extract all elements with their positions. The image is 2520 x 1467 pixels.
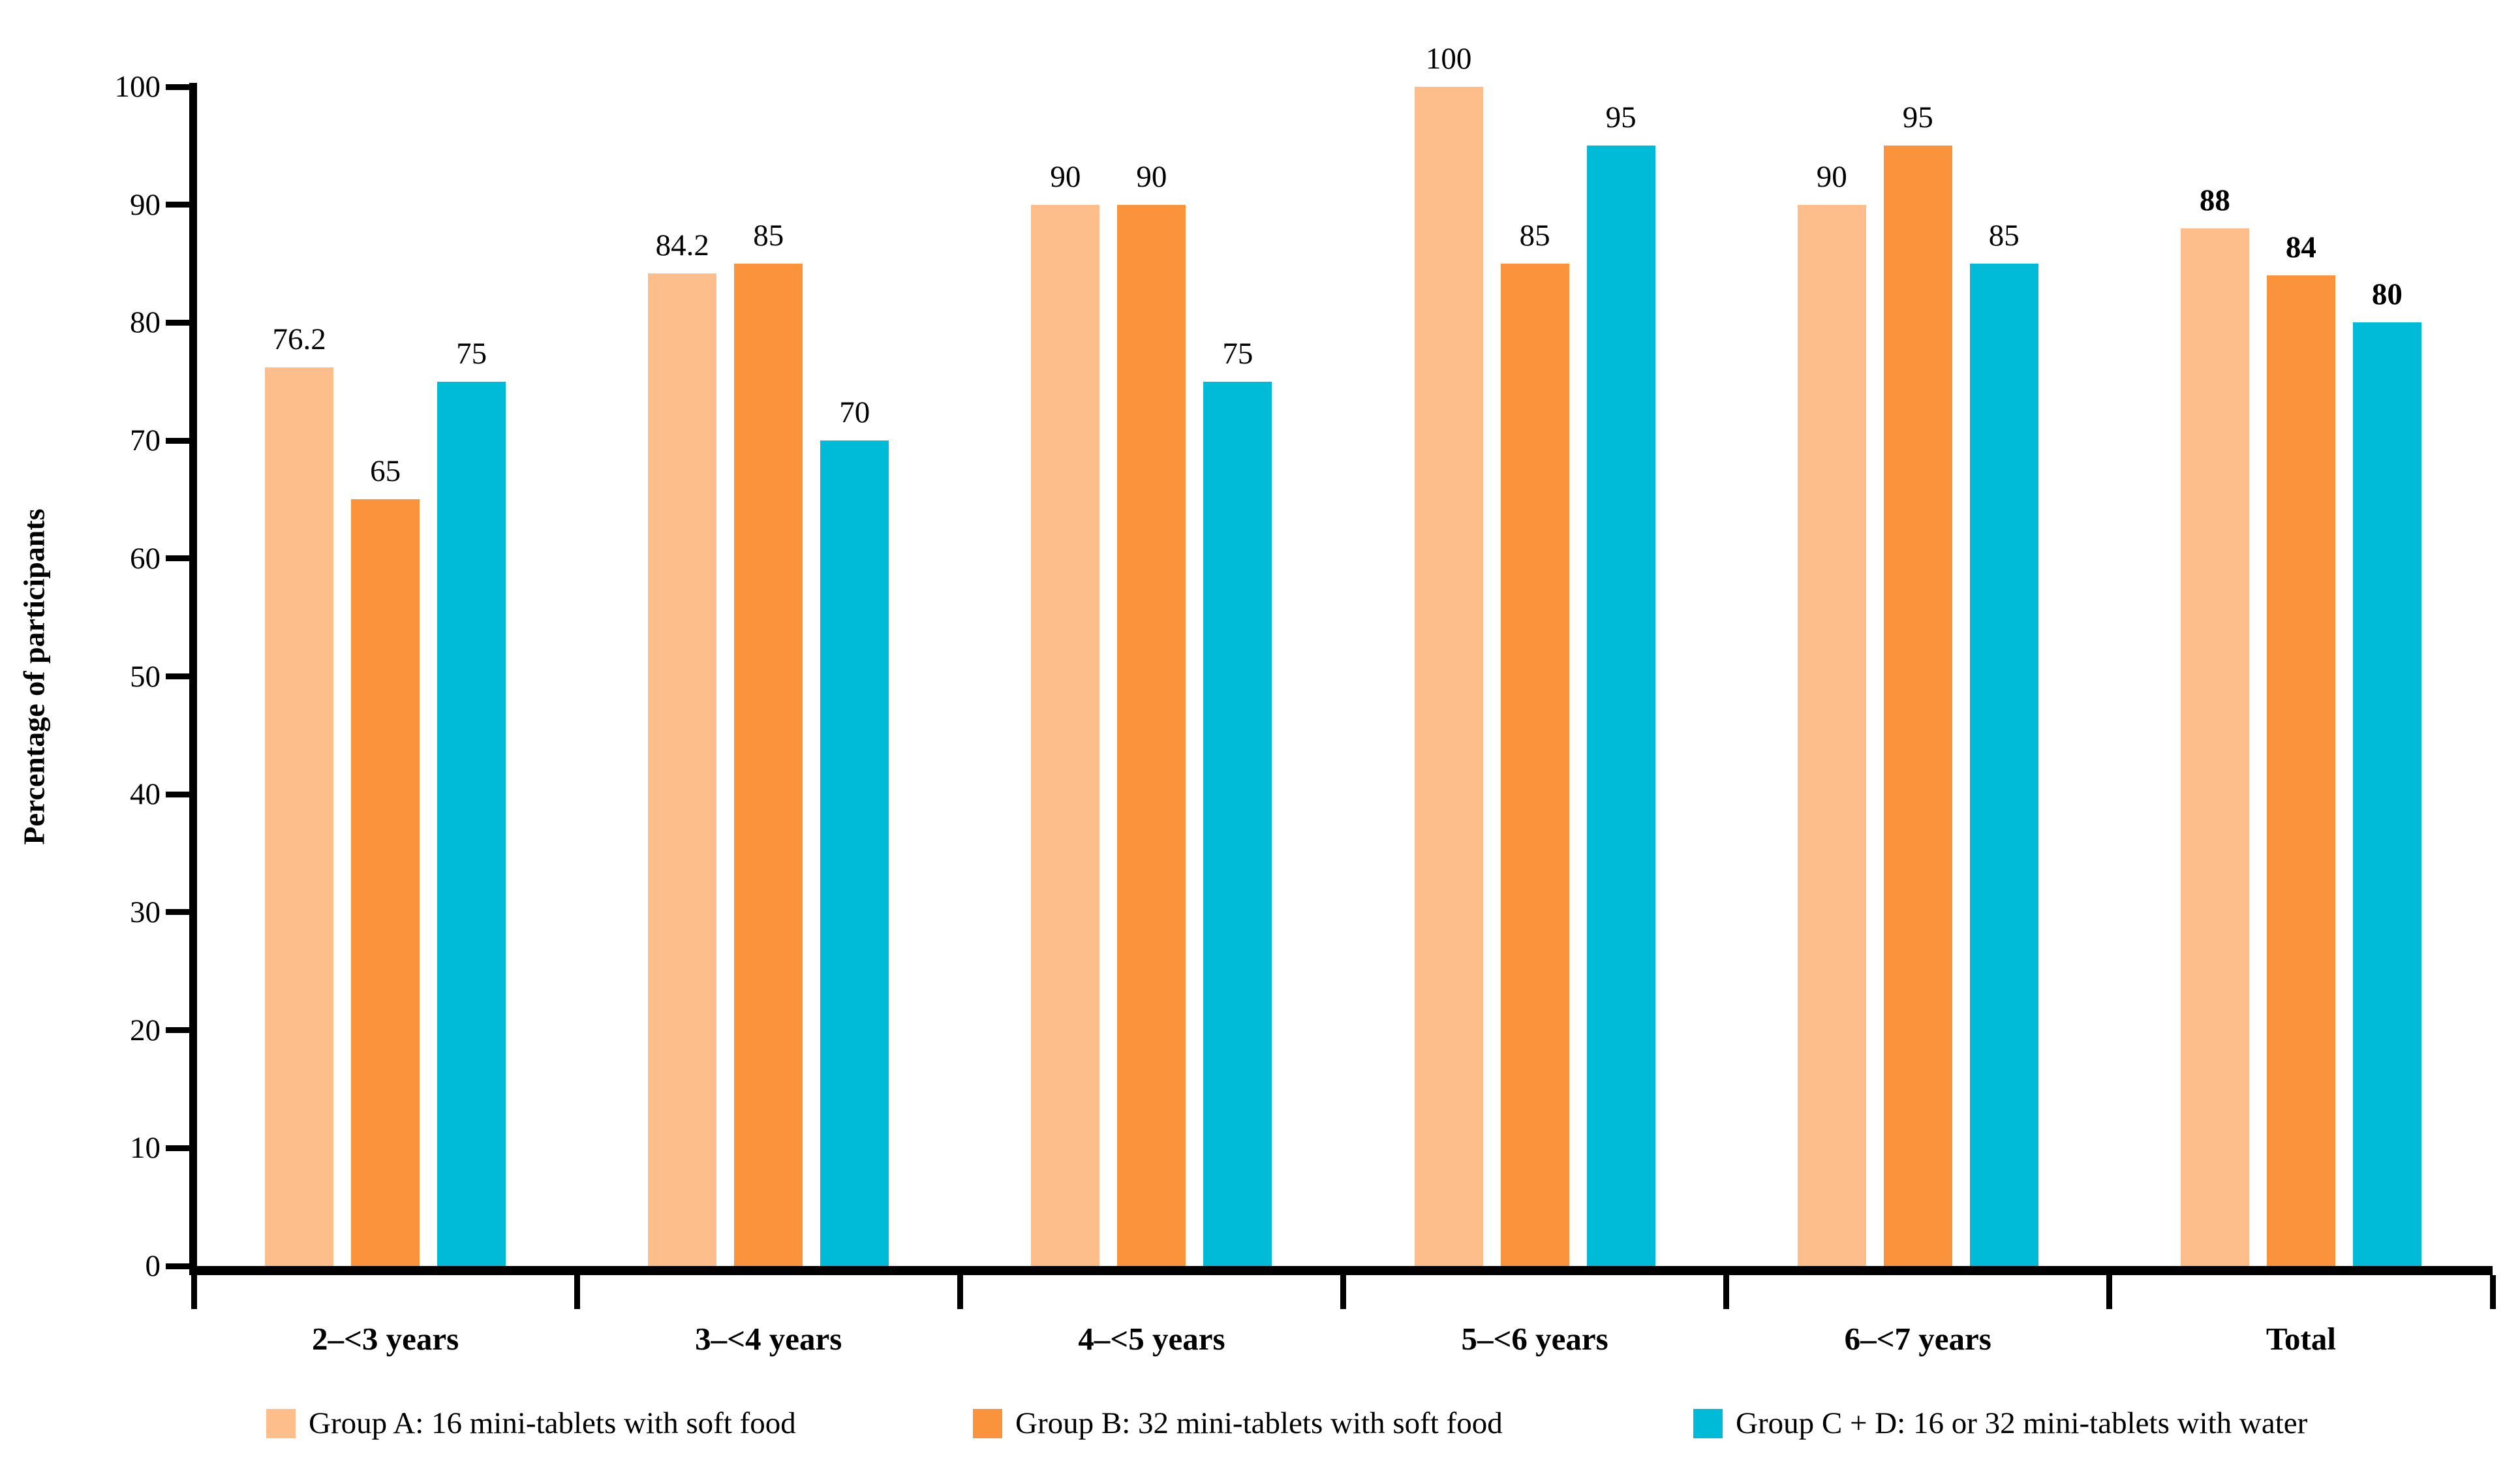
y-axis-tick — [166, 84, 189, 90]
x-axis-line — [189, 1266, 2493, 1275]
bar — [265, 367, 334, 1266]
value-label: 85 — [1988, 219, 2020, 253]
x-axis-tick — [957, 1275, 963, 1309]
value-label: 65 — [370, 454, 401, 489]
y-axis-tick — [166, 319, 189, 326]
value-label: 70 — [839, 395, 870, 430]
y-tick-label: 60 — [130, 541, 161, 576]
x-axis-tick — [191, 1275, 197, 1309]
bar — [734, 264, 803, 1266]
legend-item: Group A: 16 mini-tablets with soft food — [266, 1405, 796, 1442]
bar — [820, 440, 889, 1266]
y-axis-tick — [166, 555, 189, 562]
value-label: 85 — [753, 219, 784, 253]
category-label: 4–<5 years — [1078, 1321, 1225, 1357]
bar — [2266, 275, 2335, 1266]
y-axis-tick — [166, 202, 189, 208]
bar — [351, 499, 420, 1266]
bar — [1883, 146, 1952, 1266]
bar — [648, 273, 717, 1266]
y-axis-tick — [166, 673, 189, 679]
bar — [1031, 204, 1100, 1266]
bar — [1117, 204, 1186, 1266]
value-label: 88 — [2199, 183, 2230, 217]
bar — [2352, 322, 2421, 1266]
value-label: 80 — [2371, 277, 2403, 312]
y-tick-label: 80 — [130, 305, 161, 340]
x-axis-tick — [2106, 1275, 2113, 1309]
y-tick-label: 10 — [130, 1131, 161, 1166]
bar — [1203, 381, 1272, 1266]
bar — [2180, 228, 2249, 1266]
category-label: 3–<4 years — [695, 1321, 842, 1357]
category-label: Total — [2266, 1321, 2336, 1357]
x-axis-tick — [1723, 1275, 1730, 1309]
value-label: 75 — [1222, 336, 1253, 371]
y-tick-label: 0 — [145, 1249, 161, 1283]
y-axis-tick — [166, 1263, 189, 1269]
category-label: 5–<6 years — [1461, 1321, 1608, 1357]
value-label: 95 — [1902, 100, 1933, 135]
legend-swatch — [973, 1408, 1002, 1438]
value-label: 75 — [456, 336, 487, 371]
legend-swatch — [266, 1408, 296, 1438]
value-label: 84 — [2285, 230, 2316, 265]
bar — [1414, 87, 1483, 1266]
bar — [1969, 264, 2038, 1266]
value-label: 100 — [1425, 42, 1472, 76]
y-tick-label: 70 — [130, 424, 161, 458]
category-label: 2–<3 years — [311, 1321, 459, 1357]
y-axis-line — [189, 83, 197, 1275]
y-axis-tick — [166, 909, 189, 916]
category-label: 6–<7 years — [1844, 1321, 1991, 1357]
y-tick-label: 50 — [130, 659, 161, 694]
value-label: 95 — [1605, 100, 1636, 135]
y-tick-label: 30 — [130, 895, 161, 929]
y-axis-tick — [166, 791, 189, 797]
legend-label: Group C + D: 16 or 32 mini-tablets with … — [1736, 1406, 2308, 1440]
legend-item: Group B: 32 mini-tablets with soft food — [973, 1405, 1503, 1442]
bar — [1500, 264, 1569, 1266]
y-tick-label: 100 — [114, 70, 161, 104]
y-axis-tick — [166, 1027, 189, 1034]
y-tick-label: 90 — [130, 187, 161, 222]
value-label: 85 — [1519, 219, 1550, 253]
x-axis-tick — [2489, 1275, 2496, 1309]
y-tick-label: 20 — [130, 1013, 161, 1047]
value-label: 76.2 — [272, 322, 326, 357]
y-tick-label: 40 — [130, 777, 161, 812]
legend-label: Group B: 32 mini-tablets with soft food — [1015, 1406, 1503, 1440]
legend-swatch — [1693, 1408, 1723, 1438]
value-label: 84.2 — [655, 228, 709, 262]
bar — [1797, 204, 1866, 1266]
y-axis-tick — [166, 437, 189, 444]
y-axis-tick — [166, 1145, 189, 1151]
value-label: 90 — [1816, 159, 1847, 194]
x-axis-tick — [574, 1275, 580, 1309]
bar — [1586, 146, 1655, 1266]
bar — [437, 381, 506, 1266]
value-label: 90 — [1050, 159, 1081, 194]
legend-item: Group C + D: 16 or 32 mini-tablets with … — [1693, 1405, 2307, 1442]
value-label: 90 — [1136, 159, 1167, 194]
legend-label: Group A: 16 mini-tablets with soft food — [309, 1406, 796, 1440]
x-axis-tick — [1340, 1275, 1346, 1309]
